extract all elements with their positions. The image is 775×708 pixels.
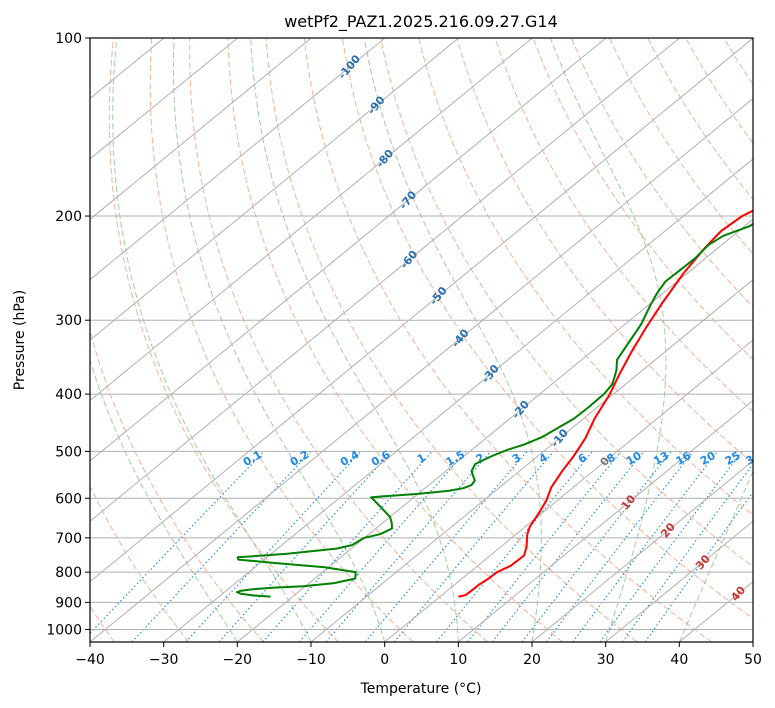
dry-adiabat: [418, 38, 753, 516]
isotherm-label: -90: [365, 93, 388, 117]
x-tick-label: 20: [523, 652, 541, 668]
mixing-ratio-line: [621, 463, 753, 642]
x-tick-label: 30: [597, 652, 615, 668]
x-tick-label: −30: [149, 652, 179, 668]
axis-ticks: −40 −30 −20 −10 0 10 20 30 40 50 1000 900 800 700 600 5…: [46, 31, 762, 668]
y-tick-label: 300: [55, 313, 82, 329]
isotherm-line: [752, 641, 753, 642]
dry-adiabat: [90, 329, 264, 642]
temperature-line: [458, 209, 753, 598]
isotherm-label: 10: [619, 492, 639, 512]
y-tick-label: 200: [55, 209, 82, 225]
isotherm-label: 30: [693, 552, 713, 572]
dry-adiabat: [303, 38, 712, 642]
mixing-ratio-line: [572, 451, 718, 642]
moist-adiabat: [363, 38, 542, 642]
isotherm-line: [90, 38, 680, 522]
y-tick-label: 400: [55, 387, 82, 403]
isotherm-label: -70: [397, 188, 420, 212]
x-tick-label: 0: [380, 652, 389, 668]
y-axis-label: Pressure (hPa): [12, 290, 28, 390]
mixing-ratio-label: 30: [743, 449, 763, 468]
isotherm-label: -10: [548, 426, 571, 450]
isotherm-label: -80: [374, 147, 397, 171]
background-lines: [90, 38, 775, 642]
mixing-ratio-line: [364, 451, 528, 642]
x-tick-label: −40: [75, 652, 105, 668]
chart-title: wetPf2_PAZ1.2025.216.09.27.G14: [284, 12, 558, 32]
dry-adiabat: [723, 38, 753, 86]
x-tick-label: −10: [296, 652, 326, 668]
moist-adiabat: [678, 469, 753, 642]
isotherm-line: [384, 339, 753, 642]
y-tick-label: 600: [55, 491, 82, 507]
y-tick-label: 500: [55, 444, 82, 460]
dry-adiabat: [189, 38, 488, 642]
isotherm-line: [163, 158, 753, 642]
mixing-ratio-label: 4: [537, 451, 550, 466]
moist-adiabat: [173, 38, 386, 642]
mixing-ratio-line: [545, 451, 694, 642]
dry-adiabat: [227, 38, 563, 642]
mixing-ratio-line: [467, 451, 622, 642]
mixing-ratio-line: [393, 451, 555, 642]
x-tick-label: 50: [744, 652, 762, 668]
dry-adiabat: [685, 38, 753, 144]
isotherm-line: [605, 520, 753, 642]
mixing-ratio-line: [435, 451, 593, 642]
isotherm-line: [90, 38, 607, 462]
isotherm-line: [90, 97, 753, 642]
isotherm-line: [458, 399, 753, 642]
mixing-ratio-line: [131, 451, 312, 642]
dry-adiabat: [108, 38, 339, 642]
y-tick-label: 700: [55, 531, 82, 547]
x-tick-label: −20: [223, 652, 253, 668]
x-axis-label: Temperature (°C): [360, 681, 482, 697]
isotherm-label: -30: [479, 362, 502, 386]
dry-adiabat: [609, 38, 753, 255]
mixing-ratio-line: [325, 451, 492, 642]
moist-adiabat: [112, 38, 312, 642]
plot-frame: [89, 37, 754, 643]
isotherm-line: [679, 580, 753, 642]
isotherm-label: 40: [728, 583, 748, 603]
mixing-ratio-label: 1: [415, 451, 428, 466]
isotherm-line: [90, 38, 312, 220]
dry-adiabat: [762, 38, 775, 642]
isotherm-line: [310, 279, 753, 642]
isotherm-label: -60: [398, 248, 421, 272]
mixing-ratio-label: 6: [576, 451, 589, 466]
isotherm-line: [90, 38, 459, 341]
dry-adiabat: [380, 38, 753, 568]
dry-adiabat: [532, 38, 753, 361]
y-tick-label: 100: [55, 31, 82, 47]
isotherm-line: [90, 38, 386, 281]
dry-adiabat: [149, 38, 414, 642]
mixing-ratio-line: [185, 451, 362, 642]
isotherm-label: -50: [427, 284, 450, 308]
mixing-ratio-line: [599, 451, 743, 642]
mixing-ratio-line: [90, 451, 265, 635]
moist-adiabat: [250, 38, 459, 642]
mixing-ratio-label: 36: [764, 449, 775, 468]
isotherm-line: [90, 38, 753, 583]
isotherm-line: [90, 38, 238, 160]
dewpoint-line: [235, 222, 753, 598]
dry-adiabat: [341, 38, 753, 620]
x-tick-label: 10: [449, 652, 467, 668]
dry-adiabat: [570, 38, 753, 308]
profile-series: [235, 209, 753, 598]
y-tick-label: 1000: [46, 622, 82, 638]
isotherm-line: [90, 38, 533, 402]
x-tick-label: 40: [670, 652, 688, 668]
isotherm-label: -40: [449, 326, 472, 350]
moist-adiabat: [549, 38, 667, 642]
moist-adiabat: [90, 358, 238, 642]
y-tick-label: 900: [55, 595, 82, 611]
isotherm-line: [531, 460, 753, 642]
mixing-ratio-line: [644, 491, 753, 642]
y-tick-label: 800: [55, 565, 82, 581]
